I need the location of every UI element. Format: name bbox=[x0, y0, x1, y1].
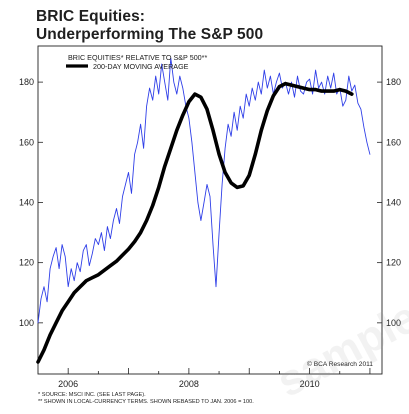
y-tick-label-right: 160 bbox=[386, 137, 401, 147]
moving-average-line bbox=[36, 81, 354, 364]
legend-label: 200-DAY MOVING AVERAGE bbox=[93, 62, 189, 71]
y-tick-label-left: 120 bbox=[19, 258, 34, 268]
y-tick-label-right: 120 bbox=[386, 258, 401, 268]
footnotes: * SOURCE: MSCI INC. (SEE LAST PAGE). ** … bbox=[38, 392, 254, 406]
y-tick-label-left: 100 bbox=[19, 318, 34, 328]
series-layer bbox=[36, 57, 371, 364]
footnote-currency: ** SHOWN IN LOCAL-CURRENCY TERMS. SHOWN … bbox=[38, 399, 254, 405]
y-tick-label-right: 180 bbox=[386, 77, 401, 87]
footnote-source: * SOURCE: MSCI INC. (SEE LAST PAGE). bbox=[38, 392, 146, 398]
x-tick-label: 2010 bbox=[300, 379, 320, 389]
bric-relative-line bbox=[37, 57, 371, 324]
chart-title-line-1: BRIC Equities: bbox=[36, 8, 146, 25]
credit-label: © BCA Research 2011 bbox=[307, 360, 373, 368]
y-tick-label-left: 160 bbox=[19, 137, 34, 147]
legend: BRIC EQUITIES* RELATIVE TO S&P 500**200-… bbox=[66, 53, 207, 71]
y-tick-label-left: 180 bbox=[19, 77, 34, 87]
chart-title-line-2: Underperforming The S&P 500 bbox=[36, 26, 264, 43]
legend-label: BRIC EQUITIES* RELATIVE TO S&P 500** bbox=[68, 53, 207, 62]
axis-ticks: 100 100 120 120 140 140 160 160 180 180 2006 2008 20… bbox=[19, 77, 401, 389]
y-tick-label-left: 140 bbox=[19, 197, 34, 207]
chart-title: BRIC Equities: Underperforming The S&P 5… bbox=[36, 8, 263, 44]
x-tick-label: 2006 bbox=[58, 379, 78, 389]
x-tick-label: 2008 bbox=[179, 379, 199, 389]
y-tick-label-right: 100 bbox=[386, 318, 401, 328]
y-tick-label-right: 140 bbox=[386, 197, 401, 207]
plot-frame bbox=[37, 45, 383, 375]
